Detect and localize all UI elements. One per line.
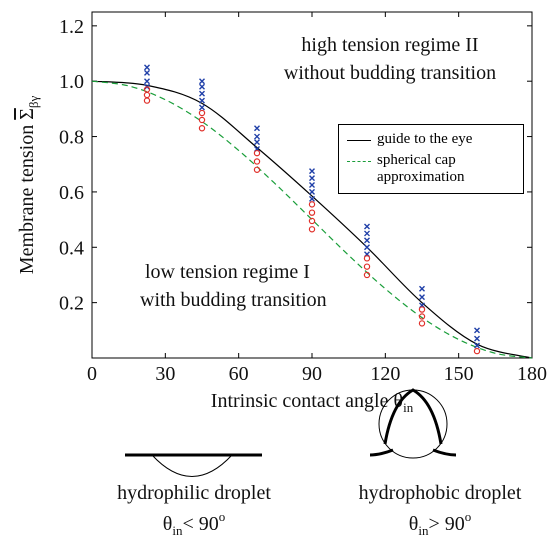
x-label-sub: in: [403, 400, 414, 415]
point: [419, 285, 425, 292]
x-tick-label: 120: [370, 363, 400, 385]
point: [418, 313, 426, 320]
symbol: θ: [163, 513, 173, 535]
droplet-label: hydrophobic droplet: [359, 482, 522, 504]
point: [418, 306, 426, 313]
legend: guide to the eye spherical cap approximat…: [338, 124, 524, 194]
point: [199, 97, 205, 104]
point: [308, 201, 316, 208]
point: [364, 244, 370, 251]
x-tick-label: 90: [302, 363, 322, 385]
annotation: with budding transition: [140, 289, 327, 311]
x-tick-label: 0: [87, 363, 97, 385]
point: [253, 158, 261, 165]
point: [364, 237, 370, 244]
relation: < 90: [182, 513, 218, 535]
x-tick-label: 60: [229, 363, 249, 385]
droplet-condition: θin> 90o: [409, 509, 472, 538]
y-label-text: Membrane tension: [16, 125, 38, 274]
point: [309, 182, 315, 188]
point: [308, 217, 316, 225]
point: [363, 263, 371, 270]
point: [199, 83, 205, 90]
point: [198, 125, 206, 132]
point: [253, 166, 261, 173]
y-tick-label: 0.2: [59, 293, 84, 315]
y-tick-label: 1.0: [59, 71, 84, 93]
point: [309, 188, 315, 195]
point: [474, 335, 480, 342]
series-line: [91, 80, 533, 359]
point: [363, 271, 371, 279]
x-tick-label: 150: [444, 363, 474, 385]
legend-key: [347, 161, 371, 162]
droplet-condition: θin< 90o: [163, 509, 226, 538]
point: [254, 139, 260, 146]
superscript: o: [465, 509, 472, 524]
superscript: o: [219, 509, 226, 524]
droplet-label: hydrophilic droplet: [117, 482, 271, 504]
annotation: without budding transition: [284, 62, 496, 84]
droplet: [151, 454, 233, 477]
series-line: [91, 80, 533, 359]
point: [309, 168, 315, 175]
annotation: high tension regime II: [301, 34, 478, 56]
point: [308, 209, 316, 216]
point: [199, 90, 205, 97]
point: [473, 347, 481, 355]
point: [418, 320, 426, 327]
point: [419, 294, 425, 301]
membrane: [383, 388, 443, 445]
point: [144, 78, 150, 85]
y-tick-label: 0.8: [59, 127, 84, 149]
y-tick-label: 0.6: [59, 182, 84, 204]
point: [474, 327, 480, 334]
point: [143, 97, 151, 104]
subscript: in: [172, 523, 183, 538]
point: [144, 64, 150, 71]
x-label-text: Intrinsic contact angle θ: [211, 390, 403, 412]
y-label-sub: βγ: [26, 96, 41, 109]
x-axis-label: Intrinsic contact angle θin: [211, 390, 414, 415]
point: [254, 133, 260, 140]
subscript: in: [418, 523, 429, 538]
symbol: θ: [409, 513, 419, 535]
legend-entry: spherical cap approximation: [377, 152, 465, 185]
y-axis-label: Membrane tension Σβγ: [16, 96, 41, 275]
point: [144, 69, 150, 76]
point: [364, 223, 370, 230]
point: [198, 109, 206, 117]
point: [143, 91, 151, 99]
point: [199, 78, 205, 85]
y-label-symbol: Σ: [16, 108, 38, 120]
y-tick-label: 1.2: [59, 16, 84, 38]
x-tick-label: 30: [155, 363, 175, 385]
point: [309, 175, 315, 182]
point: [199, 104, 205, 111]
legend-key: [347, 140, 371, 141]
annotation: low tension regime I: [145, 261, 310, 283]
substrate: [369, 448, 457, 457]
point: [254, 125, 260, 132]
point: [364, 230, 370, 237]
point: [198, 116, 206, 124]
legend-entry: guide to the eye: [377, 131, 473, 147]
point: [309, 195, 315, 202]
point: [474, 342, 480, 349]
point: [308, 226, 316, 233]
relation: > 90: [428, 513, 464, 535]
y-tick-label: 0.4: [59, 237, 84, 259]
point: [253, 149, 261, 157]
x-tick-label: 180: [517, 363, 547, 385]
point: [363, 255, 371, 262]
